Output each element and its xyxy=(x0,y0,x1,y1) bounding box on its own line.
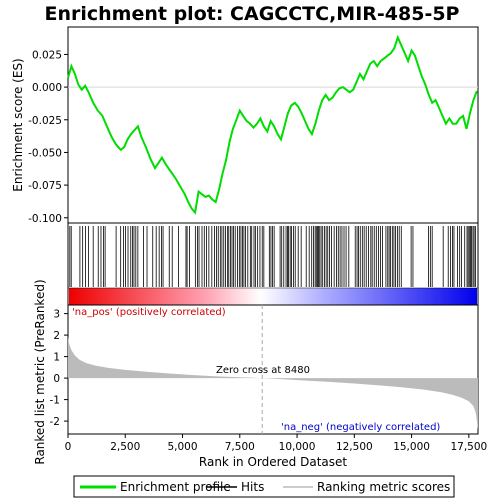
legend-label: Enrichment profile xyxy=(120,480,231,494)
enrichment-y-axis-label: Enrichment score (ES) xyxy=(11,58,25,191)
x-tick-label: 7,500 xyxy=(225,441,255,453)
zero-cross-label: Zero cross at 8480 xyxy=(216,365,310,376)
ranking-y-axis-label: Ranked list metric (PreRanked) xyxy=(33,279,47,464)
legend-label: Ranking metric scores xyxy=(317,480,450,494)
x-axis-label: Rank in Ordered Dataset xyxy=(199,455,347,469)
es-y-tick-label: 0.000 xyxy=(32,82,62,94)
rank-color-bar xyxy=(69,288,477,305)
rank-y-tick-label: -2 xyxy=(50,416,60,428)
x-tick-label: 0 xyxy=(65,441,72,453)
x-tick-label: 12,500 xyxy=(336,441,373,453)
legend-box xyxy=(73,475,455,498)
hit-marks xyxy=(69,226,476,287)
x-tick-label: 2,500 xyxy=(110,441,140,453)
rank-y-tick-label: 3 xyxy=(53,309,60,321)
es-y-tick-label: -0.100 xyxy=(28,213,62,225)
legend-items: Enrichment profile Hits Ranking metric sco… xyxy=(80,480,450,494)
es-y-tick-label: -0.050 xyxy=(28,147,62,159)
enrichment-profile-line xyxy=(67,34,478,215)
ranking-x-ticks: 0 2,500 5,000 7,500 10,000 12,500 15,000 17,500 xyxy=(65,434,487,453)
enrichment-panel: 0.025 0.000 -0.025 -0.050 -0.075 -0.100 Enric… xyxy=(11,26,479,225)
x-tick-label: 17,500 xyxy=(450,441,487,453)
rank-y-tick-label: 1 xyxy=(53,352,60,364)
ranking-metric-area xyxy=(68,337,478,430)
hits-panel xyxy=(67,222,479,306)
rank-y-tick-label: -1 xyxy=(50,395,60,407)
rank-y-tick-label: 0 xyxy=(53,373,60,385)
legend: Enrichment profile Hits Ranking metric sco… xyxy=(73,475,455,498)
es-y-tick-label: -0.025 xyxy=(28,115,62,127)
enrichment-y-ticks: 0.025 0.000 -0.025 -0.050 -0.075 -0.100 xyxy=(28,49,68,225)
chart-title: Enrichment plot: CAGCCTC,MIR-485-5P xyxy=(45,3,460,25)
positive-correlation-label: 'na_pos' (positively correlated) xyxy=(72,307,226,318)
legend-label: Hits xyxy=(241,480,264,494)
x-tick-label: 5,000 xyxy=(167,441,197,453)
es-y-tick-label: 0.025 xyxy=(32,49,62,61)
ranking-panel: 3 2 1 0 -1 -2 0 2,500 5,000 7,500 10,000 12,500 15,… xyxy=(33,279,487,469)
x-tick-label: 15,000 xyxy=(393,441,430,453)
x-tick-label: 10,000 xyxy=(279,441,316,453)
rank-y-tick-label: 2 xyxy=(53,330,60,342)
ranking-y-ticks: 3 2 1 0 -1 -2 xyxy=(50,309,68,428)
negative-correlation-label: 'na_neg' (negatively correlated) xyxy=(281,422,440,433)
es-y-tick-label: -0.075 xyxy=(28,180,62,192)
